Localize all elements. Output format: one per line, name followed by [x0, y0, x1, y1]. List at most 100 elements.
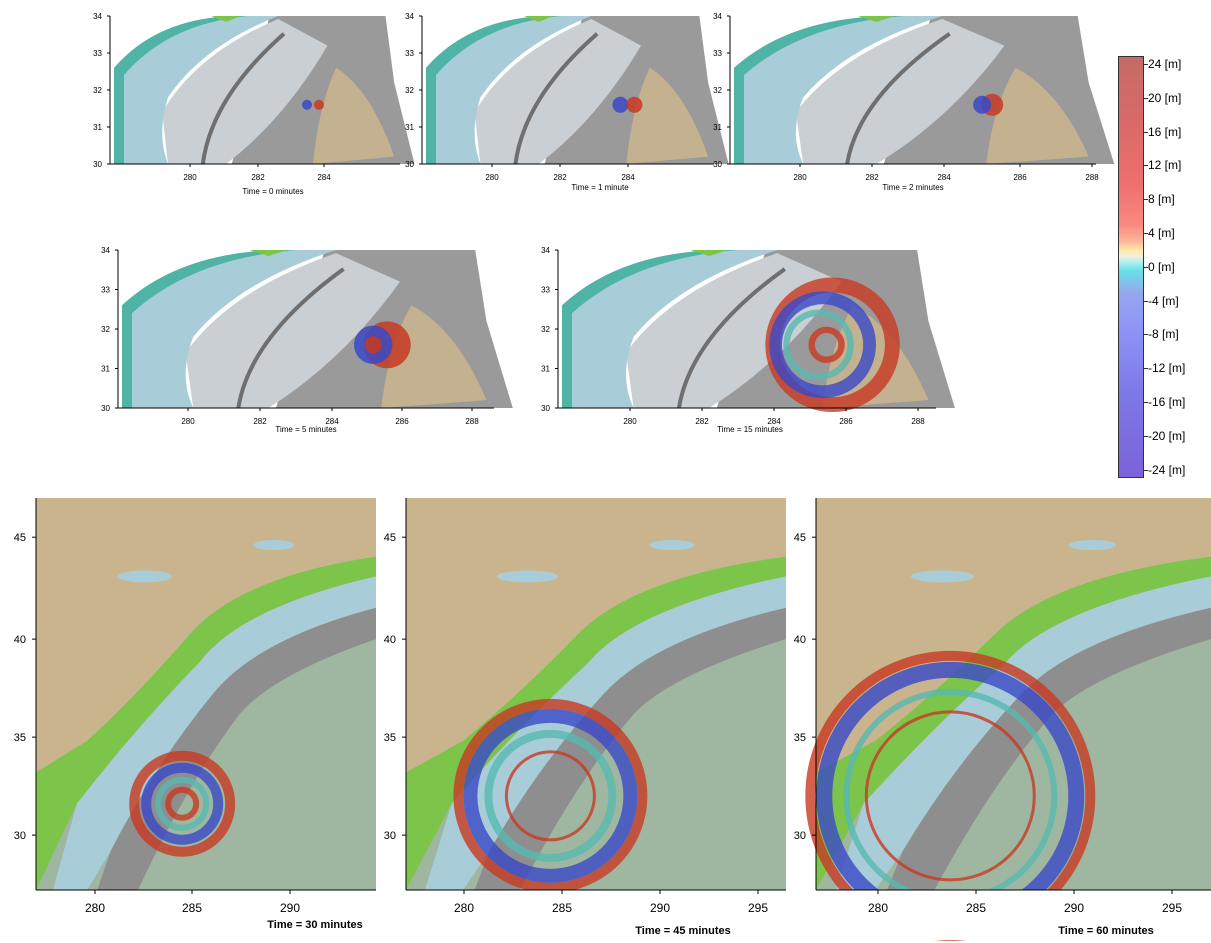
colorbar-tick: [1144, 266, 1148, 268]
y-tick-label: 30: [384, 830, 396, 842]
panel-caption: Time = 30 minutes: [267, 919, 362, 931]
panel-time-30: 45 40 35 30 280 285 290 Time = 30 minutes: [0, 490, 386, 940]
y-tick-label: 45: [794, 532, 806, 544]
panel-time-5: 34 33 32 31 30 280 282 284 286 288 Time = 5 minute…: [78, 242, 513, 447]
x-tick-label: 280: [85, 901, 105, 915]
colorbar-label: -24 [m]: [1148, 462, 1186, 477]
colorbar-label: 16 [m]: [1148, 124, 1182, 139]
map-terrain: [406, 498, 786, 890]
y-tick-label: 35: [14, 732, 26, 744]
y-tick-label: 30: [101, 404, 110, 413]
y-tick-label: 31: [405, 123, 414, 132]
colorbar-tick: [1144, 402, 1148, 403]
colorbar-label: 20 [m]: [1148, 90, 1182, 105]
y-tick-label: 33: [405, 49, 414, 58]
colorbar-tick: [1144, 334, 1148, 336]
x-tick-label: 282: [695, 417, 709, 426]
panel-time-1: 34 33 32 31 30 280 282 284 Time = 1 minute: [392, 8, 729, 206]
x-tick-label: 282: [253, 417, 267, 426]
x-tick-label: 280: [868, 901, 888, 915]
axes: 34 33 32 31 30 280 282 284 286 288: [713, 12, 1099, 182]
wave-front: [453, 698, 648, 893]
x-tick-label: 282: [251, 173, 265, 182]
panel-caption: Time = 1 minute: [571, 183, 629, 192]
map-terrain: [734, 16, 1115, 165]
x-tick-label: 284: [317, 173, 331, 182]
x-tick-label: 280: [183, 173, 197, 182]
y-tick-label: 34: [93, 12, 102, 21]
x-tick-label: 288: [465, 417, 479, 426]
x-tick-label: 295: [1162, 901, 1182, 915]
y-tick-label: 45: [14, 532, 26, 544]
colorbar-label: -12 [m]: [1148, 361, 1186, 376]
colorbar-tick: [1144, 131, 1148, 133]
y-tick-label: 33: [93, 49, 102, 58]
axes: 34 33 32 31 30 280 282 284 286 288: [541, 246, 936, 426]
y-tick-label: 31: [541, 365, 550, 374]
y-tick-label: 30: [93, 160, 102, 169]
panel-time-15: 34 33 32 31 30 280 282 284 286 288 Time = 15 minut…: [518, 242, 955, 447]
panel-caption: Time = 15 minutes: [717, 425, 783, 434]
y-tick-label: 33: [713, 49, 722, 58]
y-tick-label: 31: [93, 123, 102, 132]
axes: 45 40 35 30 280 285 290 295: [794, 498, 1211, 915]
colorbar-tick: [1144, 469, 1148, 471]
y-tick-label: 45: [384, 532, 396, 544]
colorbar-label: -20 [m]: [1148, 428, 1186, 443]
map-terrain: [122, 250, 513, 409]
colorbar-label: 4 [m]: [1148, 226, 1175, 240]
x-tick-label: 280: [454, 901, 474, 915]
colorbar-label: -16 [m]: [1148, 395, 1186, 409]
x-tick-label: 290: [1064, 901, 1084, 915]
colorbar-tick: [1144, 64, 1148, 65]
x-tick-label: 295: [748, 901, 768, 915]
panel-time-2: 34 33 32 31 30 280 282 284 286 288 Time = 2 minute…: [700, 8, 1115, 206]
colorbar-label: 12 [m]: [1148, 158, 1182, 173]
y-tick-label: 31: [101, 365, 110, 374]
axes: 45 40 35 30 280 285 290 295: [384, 498, 786, 915]
x-tick-label: 284: [767, 417, 781, 426]
axes: 34 33 32 31 30 280 282 284 286 288: [101, 246, 494, 426]
map-terrain: [114, 16, 415, 165]
x-tick-label: 284: [325, 417, 339, 426]
y-tick-label: 34: [541, 246, 550, 255]
map-terrain: [426, 16, 729, 165]
colorbar-tick: [1144, 300, 1148, 302]
panel-caption: Time = 0 minutes: [242, 187, 303, 196]
y-tick-label: 32: [101, 325, 110, 334]
panel-caption: Time = 45 minutes: [635, 925, 730, 937]
colorbar-tick: [1144, 233, 1148, 234]
x-tick-label: 284: [937, 173, 951, 182]
y-tick-label: 32: [713, 86, 722, 95]
wave-front: [765, 277, 900, 413]
colorbar-tick: [1144, 368, 1148, 370]
axes: 45 40 35 30 280 285 290: [14, 498, 376, 915]
x-tick-label: 282: [553, 173, 567, 182]
y-tick-label: 40: [384, 634, 396, 646]
x-tick-label: 285: [966, 901, 986, 915]
panel-time-60: 45 40 35 30 280 285 290 295 Time = 60 minutes: [786, 490, 1211, 941]
y-tick-label: 34: [101, 246, 110, 255]
x-tick-label: 280: [485, 173, 499, 182]
panel-time-45: 45 40 35 30 280 285 290 295 Time = 45 minutes: [370, 490, 796, 940]
x-tick-label: 280: [181, 417, 195, 426]
panel-time-0: 34 33 32 31 30 280 282 284 Time = 0 minutes: [78, 8, 415, 206]
y-tick-label: 31: [713, 123, 722, 132]
wave-front: [129, 750, 236, 857]
x-tick-label: 286: [395, 417, 409, 426]
x-tick-label: 290: [280, 901, 300, 915]
x-tick-label: 280: [623, 417, 637, 426]
colorbar-tick: [1144, 97, 1148, 99]
x-tick-label: 288: [1085, 173, 1099, 182]
y-tick-label: 33: [541, 286, 550, 295]
x-tick-label: 282: [865, 173, 879, 182]
y-tick-label: 30: [794, 830, 806, 842]
wave-front: [353, 321, 411, 369]
panel-caption: Time = 5 minutes: [275, 425, 336, 434]
y-tick-label: 30: [14, 830, 26, 842]
colorbar-label: 8 [m]: [1148, 192, 1175, 207]
y-tick-label: 30: [405, 160, 414, 169]
y-tick-label: 30: [713, 160, 722, 169]
colorbar-tick: [1144, 165, 1148, 167]
panel-caption: Time = 60 minutes: [1058, 925, 1153, 937]
